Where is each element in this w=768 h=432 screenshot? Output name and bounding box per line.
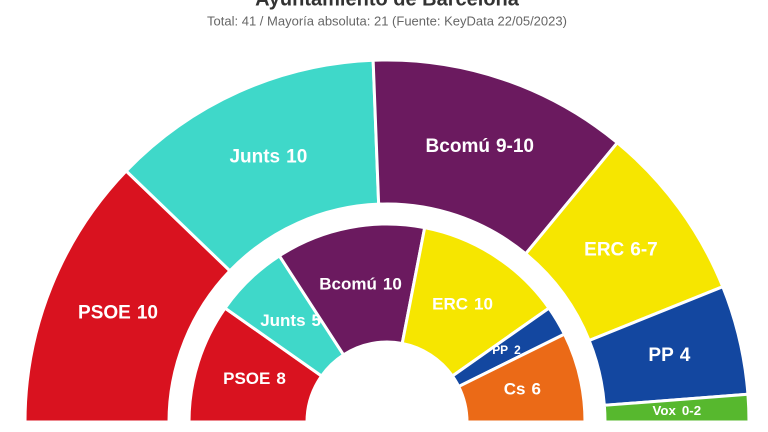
party-name: ERC xyxy=(432,295,468,314)
segment-label: PSOE 10 xyxy=(78,303,158,324)
seat-count: 6 xyxy=(531,380,540,399)
seat-count: 10 xyxy=(383,275,402,294)
seat-segment xyxy=(602,392,751,424)
segment-label: PSOE 8 xyxy=(223,370,286,389)
party-name: PP xyxy=(648,345,674,366)
seat-count: 10 xyxy=(474,295,493,314)
seat-count: 4 xyxy=(680,345,691,366)
party-name: Bcomú xyxy=(319,275,377,294)
seat-count: 5 xyxy=(312,311,321,330)
chart-title: Ayuntamiento de Barcelona xyxy=(255,0,520,10)
segment-label: Bcomú 10 xyxy=(319,275,402,294)
segment-label: PP 4 xyxy=(648,345,690,366)
segment-label: Bcomú 9-10 xyxy=(426,136,534,157)
segment-label: PP 2 xyxy=(492,343,521,357)
segment-label: Vox 0-2 xyxy=(652,402,701,417)
party-name: Vox xyxy=(652,402,676,417)
party-name: Cs xyxy=(504,380,526,399)
party-name: Junts xyxy=(229,146,280,167)
segment-label: Junts 10 xyxy=(229,146,307,167)
seat-count: 8 xyxy=(276,370,285,389)
segment-label: Junts 5 xyxy=(260,311,321,330)
seat-segment xyxy=(456,332,587,424)
party-name: PSOE xyxy=(78,303,131,324)
party-name: ERC xyxy=(584,240,624,261)
party-name: Bcomú xyxy=(426,136,490,157)
seat-count: 10 xyxy=(286,146,307,167)
segment-label: Cs 6 xyxy=(504,380,541,399)
seat-count: 2 xyxy=(514,343,521,357)
segment-label: ERC 6-7 xyxy=(584,240,658,261)
party-name: Junts xyxy=(260,311,305,330)
party-name: PSOE xyxy=(223,370,270,389)
chart-subtitle: Total: 41 / Mayoría absoluta: 21 (Fuente… xyxy=(207,13,567,28)
seat-count: 6-7 xyxy=(630,240,657,261)
segment-label: ERC 10 xyxy=(432,295,493,314)
party-name: PP xyxy=(492,343,508,357)
seat-count: 0-2 xyxy=(682,402,701,417)
seat-count: 10 xyxy=(137,303,158,324)
seat-count: 9-10 xyxy=(496,136,534,157)
